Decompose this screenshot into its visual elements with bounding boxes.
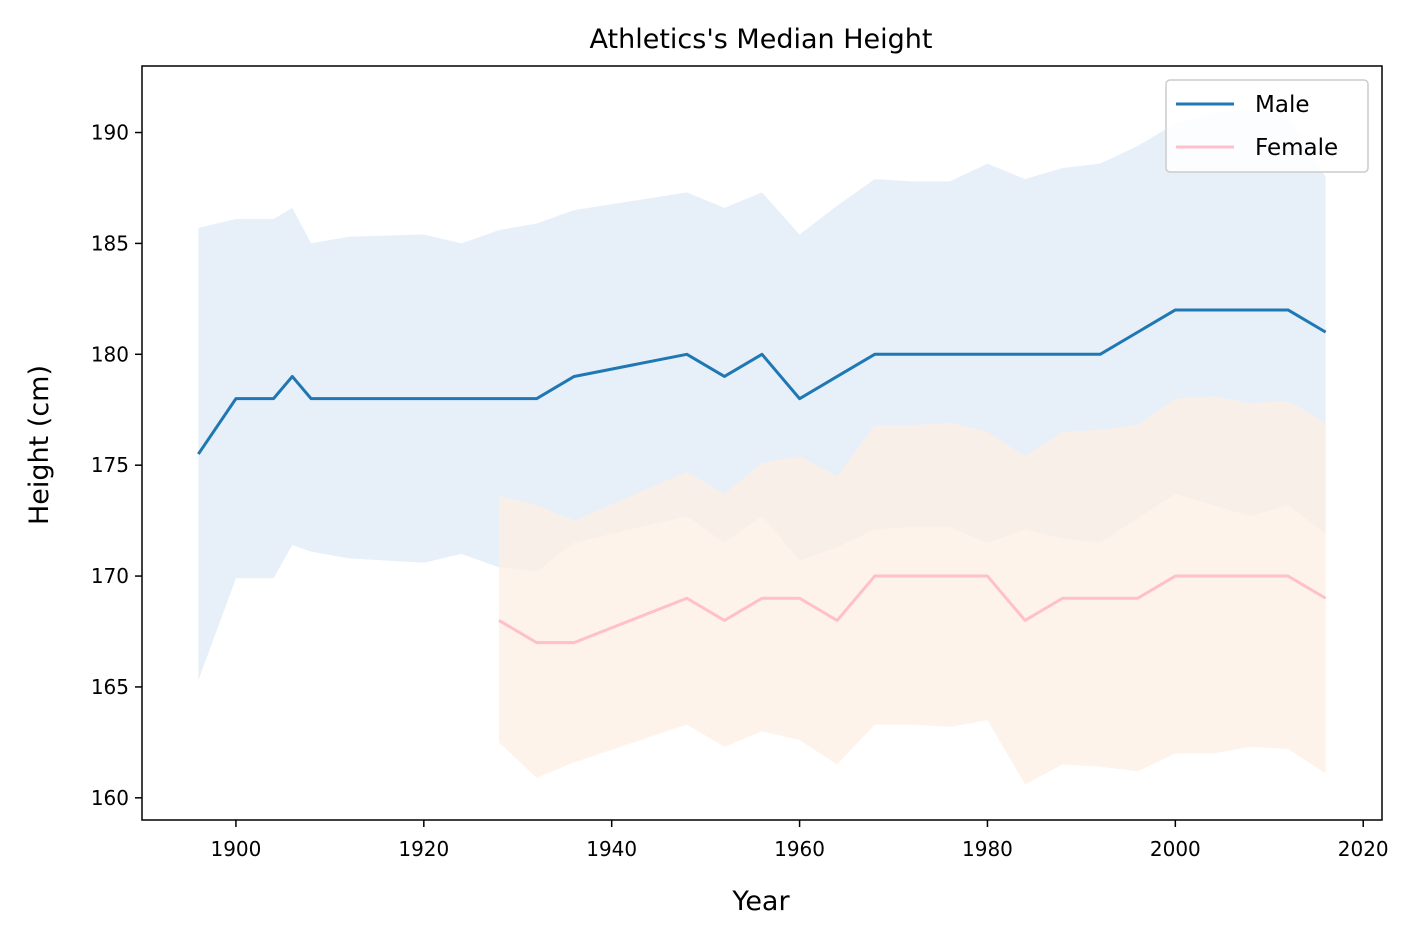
line-male <box>197 308 1327 455</box>
x-tick-label: 1940 <box>586 837 637 861</box>
y-tick-label: 175 <box>91 453 129 477</box>
x-tick-label: 1900 <box>210 837 261 861</box>
legend-label-female: Female <box>1255 135 1338 161</box>
series-lines <box>197 308 1327 645</box>
plot-frame <box>141 65 1383 821</box>
y-tick-label: 165 <box>91 675 129 699</box>
x-tick-label: 1960 <box>774 837 825 861</box>
y-axis-label: Height (cm) <box>24 365 55 525</box>
y-tick-label: 170 <box>91 564 129 588</box>
y-tick-label: 185 <box>91 231 129 255</box>
y-tick-label: 180 <box>91 342 129 366</box>
x-tick-label: 1920 <box>398 837 449 861</box>
chart-title: Athletics's Median Height <box>590 24 933 55</box>
legend-label-male: Male <box>1255 92 1309 118</box>
x-tick-label: 2020 <box>1338 837 1389 861</box>
x-axis-ticks: 1900 1920 1940 1960 1980 2000 2020 <box>210 820 1389 861</box>
y-tick-label: 160 <box>91 786 129 810</box>
band-male <box>198 110 1326 681</box>
legend: Male Female <box>1165 79 1369 173</box>
y-tick-label: 190 <box>91 121 129 145</box>
line-female <box>498 574 1327 645</box>
x-axis-label: Year <box>731 886 790 917</box>
y-axis-ticks: 160 165 170 175 180 185 190 <box>91 121 142 810</box>
band-female <box>498 396 1326 785</box>
x-tick-label: 2000 <box>1150 837 1201 861</box>
confidence-bands <box>198 110 1326 785</box>
x-tick-label: 1980 <box>962 837 1013 861</box>
